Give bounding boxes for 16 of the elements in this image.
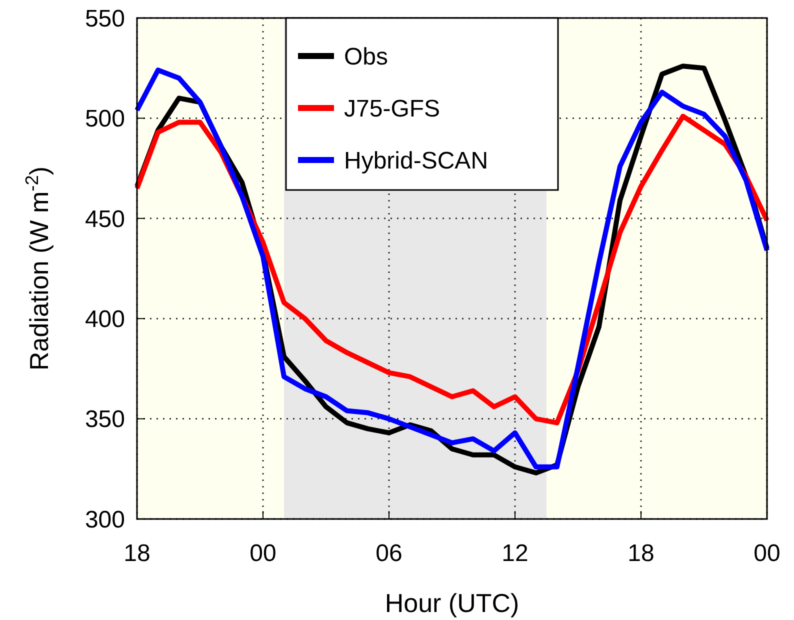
x-tick-label: 18 (628, 540, 654, 567)
y-tick-label: 450 (84, 206, 125, 233)
legend-label: Obs (344, 43, 388, 70)
x-tick-label: 00 (250, 540, 276, 567)
y-tick-label: 500 (84, 106, 125, 133)
x-tick-label: 00 (754, 540, 780, 567)
y-tick-label: 350 (84, 406, 125, 434)
y-tick-label: 400 (84, 306, 125, 333)
x-tick-label: 18 (124, 540, 150, 567)
y-tick-label: 550 (84, 5, 125, 32)
x-tick-label: 12 (502, 540, 528, 567)
legend-label: Hybrid-SCAN (344, 147, 488, 174)
x-axis-title: Hour (UTC) (384, 588, 520, 618)
legend-label: J75-GFS (344, 95, 440, 122)
y-tick-label: 300 (84, 506, 125, 534)
x-tick-label: 06 (376, 540, 402, 567)
